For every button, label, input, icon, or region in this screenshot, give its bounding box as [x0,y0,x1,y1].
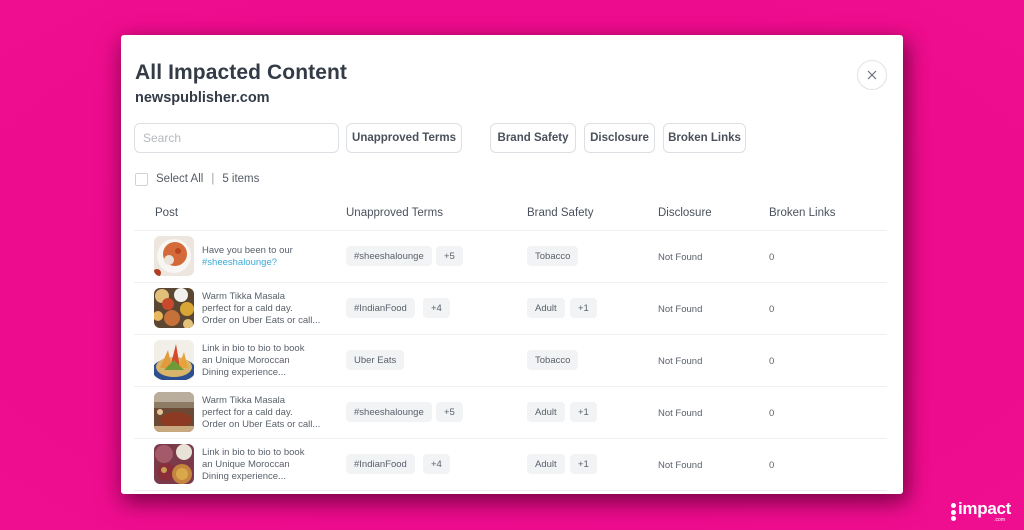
post-thumbnail-indian-dishes [154,288,194,328]
column-header-broken-links: Broken Links [769,206,836,219]
more-terms-tag[interactable]: +5 [436,246,463,266]
modal-title: All Impacted Content [135,61,348,84]
table-row[interactable]: Warm Tikka Masala perfect for a cald day… [134,283,887,335]
term-tag: #sheeshalounge [346,402,432,422]
post-thumbnail-curry-bowl [154,236,194,276]
filter-disclosure-button[interactable]: Disclosure [584,123,655,153]
column-header-post: Post [155,206,179,219]
disclosure-status: Not Found [658,459,703,471]
broken-links-count: 0 [769,303,775,315]
column-header-unapproved-terms: Unapproved Terms [346,206,443,219]
impacted-content-modal: All Impacted Content newspublisher.com U… [121,35,903,494]
filter-broken-links-button[interactable]: Broken Links [663,123,746,153]
post-thumbnail-restaurant-interior [154,392,194,432]
disclosure-status: Not Found [658,251,703,263]
filter-brand-safety-button[interactable]: Brand Safety [490,123,576,153]
term-tag: Uber Eats [346,350,405,370]
separator: | [211,173,215,185]
post-caption: Warm Tikka Masala perfect for a cald day… [202,291,321,326]
impact-logo-icon [951,503,956,523]
brand-safety-tag: Tobacco [527,350,579,370]
table-row[interactable]: Have you been to our #sheeshalounge? #sh… [134,231,887,283]
more-terms-tag[interactable]: +4 [423,454,450,474]
disclosure-status: Not Found [658,303,703,315]
broken-links-count: 0 [769,251,775,263]
term-tag: #IndianFood [346,454,415,474]
close-button[interactable] [857,60,887,90]
column-header-disclosure: Disclosure [658,206,712,219]
more-brand-safety-tag[interactable]: +1 [570,454,597,474]
impact-logo: impact .com [951,500,1011,523]
impact-logo-suffix: .com [994,517,1005,523]
column-header-brand-safety: Brand Safety [527,206,594,219]
select-all-label[interactable]: Select All [156,173,204,185]
table-row[interactable]: Warm Tikka Masala perfect for a cald day… [134,387,887,439]
disclosure-status: Not Found [658,407,703,419]
hashtag-link[interactable]: #sheeshalounge? [202,257,278,268]
table-header: Post Unapproved Terms Brand Safety Discl… [134,195,887,231]
broken-links-count: 0 [769,407,775,419]
post-thumbnail-couscous [154,340,194,380]
impacted-content-table: Post Unapproved Terms Brand Safety Discl… [134,195,887,491]
brand-safety-tag: Tobacco [527,246,579,266]
brand-safety-tag: Adult [527,402,565,422]
modal-subtitle: newspublisher.com [135,90,270,106]
item-count: 5 items [222,173,260,185]
table-row[interactable]: Link in bio to bio to book an Unique Mor… [134,335,887,387]
post-caption: Link in bio to bio to book an Unique Mor… [202,343,305,378]
term-tag: #sheeshalounge [346,246,432,266]
select-all-checkbox[interactable] [135,172,148,186]
term-tag: #IndianFood [346,298,415,318]
post-caption: Have you been to our #sheeshalounge? [202,231,332,283]
filter-unapproved-terms-button[interactable]: Unapproved Terms [346,123,462,153]
selection-bar: Select All | 5 items [135,171,259,187]
more-terms-tag[interactable]: +4 [423,298,450,318]
disclosure-status: Not Found [658,355,703,367]
close-icon [867,70,877,80]
post-caption: Link in bio to bio to book an Unique Mor… [202,447,305,482]
more-terms-tag[interactable]: +5 [436,402,463,422]
post-thumbnail-moroccan-tagine [154,444,194,484]
brand-safety-tag: Adult [527,454,565,474]
post-caption: Warm Tikka Masala perfect for a cald day… [202,395,321,430]
table-row[interactable]: Link in bio to bio to book an Unique Mor… [134,439,887,491]
brand-safety-tag: Adult [527,298,565,318]
impact-logo-text: impact [958,499,1011,518]
search-input[interactable] [134,123,339,153]
broken-links-count: 0 [769,355,775,367]
more-brand-safety-tag[interactable]: +1 [570,298,597,318]
more-brand-safety-tag[interactable]: +1 [570,402,597,422]
broken-links-count: 0 [769,459,775,471]
